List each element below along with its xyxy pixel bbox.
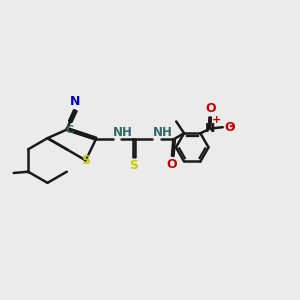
Text: O: O [206,102,216,116]
Text: NH: NH [113,126,133,139]
Text: -: - [229,119,234,134]
Text: +: + [212,115,221,125]
Text: O: O [167,158,177,171]
Text: C: C [66,124,74,135]
Text: O: O [225,121,235,134]
Text: N: N [70,95,80,108]
Text: S: S [129,159,138,172]
Text: N: N [205,122,216,135]
Text: NH: NH [153,126,173,139]
Text: S: S [81,154,90,167]
